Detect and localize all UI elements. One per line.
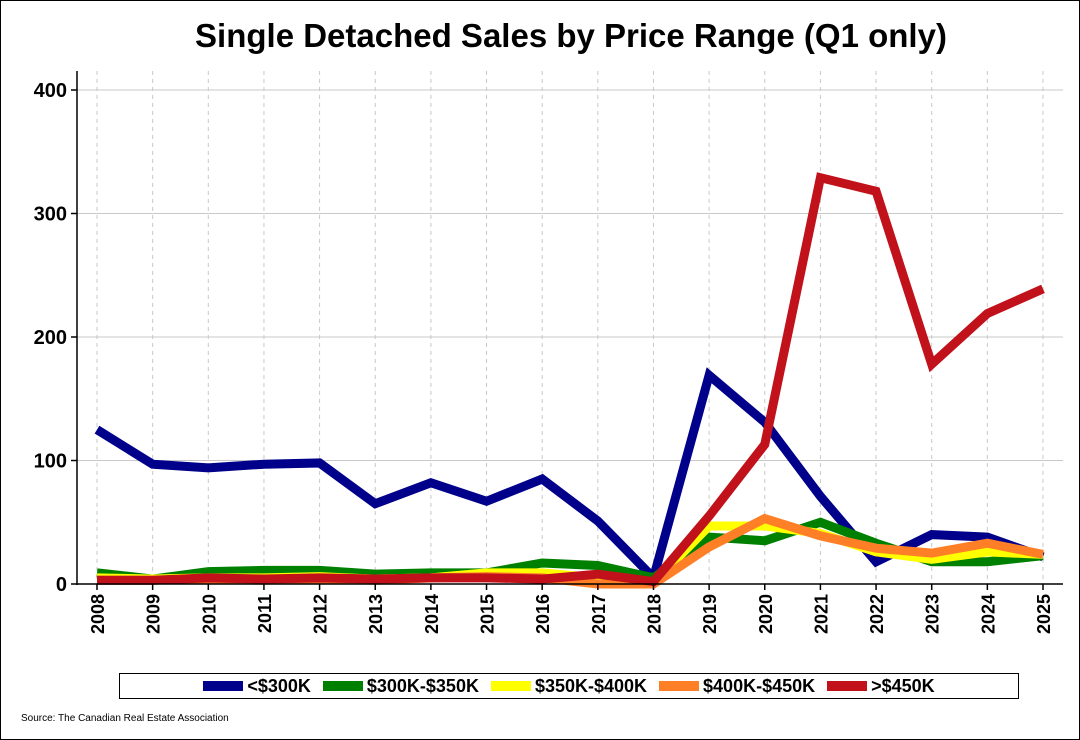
x-tick-label: 2011 [255, 594, 275, 633]
x-tick-label: 2010 [199, 594, 219, 634]
x-tick-label: 2009 [144, 594, 164, 634]
x-tick-label: 2018 [644, 594, 664, 634]
x-tick-label: 2022 [867, 594, 887, 634]
x-tick-label: 2019 [700, 594, 720, 634]
legend-swatch [490, 681, 531, 691]
x-tick-label: 2012 [311, 594, 331, 634]
legend-label: $400K-$450K [703, 675, 816, 696]
x-tick-label: 2017 [589, 594, 609, 634]
x-tick-label: 2013 [366, 594, 386, 634]
series-line-5 [97, 172, 1045, 587]
chart-title: Single Detached Sales by Price Range (Q1… [195, 17, 947, 54]
y-tick-label: 100 [34, 451, 67, 473]
y-tick-label: 200 [34, 327, 67, 349]
x-tick-label: 2023 [923, 594, 943, 634]
y-tick-label: 0 [56, 574, 67, 596]
legend: <$300K $300K-$350K $350K-$400K $400K-$450K >… [119, 673, 1019, 699]
y-tick-label: 300 [34, 204, 67, 226]
legend-label: $350K-$400K [534, 675, 648, 696]
legend-item: $300K-$350K [322, 675, 479, 697]
x-tick-label: 2021 [811, 594, 831, 634]
legend-swatch [322, 681, 363, 691]
legend-swatch [827, 681, 868, 691]
source-note: Source: The Canadian Real Estate Associa… [21, 713, 229, 724]
legend-item: >$450K [827, 676, 935, 697]
x-tick-label: 2025 [1034, 594, 1054, 634]
legend-item: $400K-$450K [659, 676, 815, 697]
x-tick-label: 2014 [422, 594, 442, 634]
x-tick-label: 2020 [756, 594, 776, 634]
legend-swatch [659, 681, 700, 691]
legend-label: <$300K [247, 675, 311, 696]
x-tick-label: 2008 [88, 594, 108, 634]
legend-item: $350K-$400K [490, 675, 648, 697]
x-tick-label: 2015 [478, 594, 498, 634]
y-tick-label: 400 [34, 80, 67, 102]
legend-swatch [203, 681, 244, 691]
x-tick-label: 2024 [978, 594, 998, 634]
legend-item: <$300K [203, 676, 311, 697]
x-tick-label: 2016 [533, 594, 553, 634]
legend-label: >$450K [871, 675, 935, 696]
legend-label: $300K-$350K [366, 675, 479, 696]
